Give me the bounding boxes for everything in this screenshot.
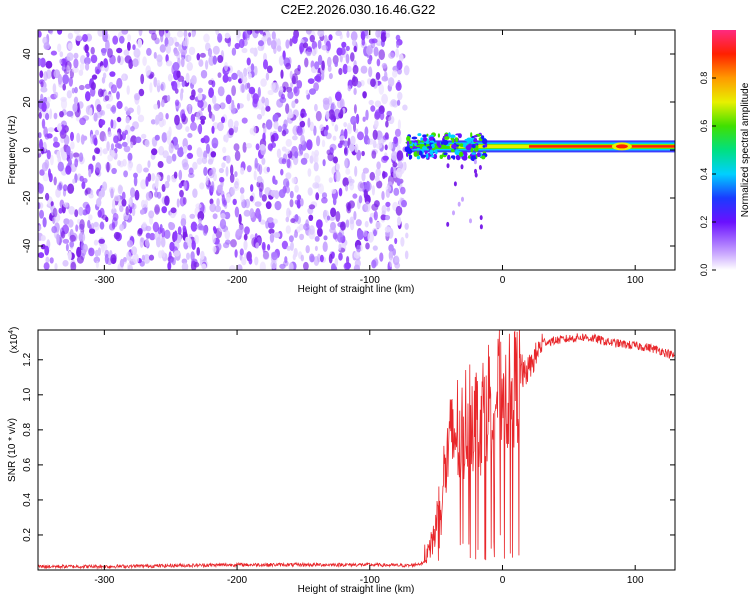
- snr-x-tick-label: -100: [360, 575, 380, 586]
- spectrogram-y-tick-label: -20: [22, 190, 33, 205]
- spectrogram-x-tick-label: 100: [627, 275, 644, 286]
- colorbar-tick-label: 0.6: [699, 120, 709, 133]
- colorbar-gradient: [712, 30, 736, 270]
- spectrogram-x-tick-label: -100: [360, 275, 380, 286]
- spectrogram-x-tick-label: 0: [500, 275, 506, 286]
- spectrogram-signal-band: [404, 132, 675, 230]
- colorbar-tick-label: 0.0: [699, 264, 709, 277]
- snr-y-tick-label: 0.2: [22, 528, 33, 542]
- figure-title: C2E2.2026.030.16.46.G22: [281, 2, 436, 17]
- spectrogram-x-ticks: -300 -200 -100 0 100: [94, 30, 644, 286]
- snr-y-tick-label: 1.2: [22, 352, 33, 366]
- snr-frame: [37, 329, 676, 571]
- snr-series-line: [38, 330, 675, 570]
- snr-x-tick-label: -200: [227, 575, 247, 586]
- spectrogram-y-tick-label: 20: [22, 96, 33, 108]
- snr-multiplier: (x104): [8, 327, 20, 354]
- snr-x-label: Height of straight line (km): [298, 584, 415, 595]
- snr-plot: -300 -200 -100 0 100 0.2 0.4 0.6 0.8 1.0 1.2 Heig…: [7, 327, 676, 595]
- snr-y-tick-label: 1.0: [22, 387, 33, 401]
- spectrogram-y-ticks: -40 -20 0 20 40: [22, 48, 675, 253]
- snr-y-tick-label: 0.8: [22, 422, 33, 436]
- spectrogram-noise-field: [38, 30, 410, 270]
- colorbar: 0.0 0.2 0.4 0.6 0.8 Normalized spectral ampl…: [699, 30, 750, 276]
- snr-y-label: SNR (10 * v/v): [7, 418, 18, 482]
- colorbar-tick-label: 0.2: [699, 216, 709, 229]
- spectrogram-x-tick-label: -200: [227, 275, 247, 286]
- snr-y-tick-label: 0.6: [22, 458, 33, 472]
- snr-x-ticks: -300 -200 -100 0 100: [94, 330, 644, 586]
- colorbar-label: Normalized spectral amplitude: [740, 82, 750, 217]
- snr-x-tick-label: 100: [627, 575, 644, 586]
- snr-y-tick-label: 0.4: [22, 493, 33, 507]
- spectrogram-y-tick-label: -40: [22, 238, 33, 253]
- spectrogram-x-label: Height of straight line (km): [298, 284, 415, 295]
- spectrogram-y-label: Frequency (Hz): [7, 116, 18, 185]
- spectrogram-y-tick-label: 40: [22, 48, 33, 60]
- snr-x-tick-label: 0: [500, 575, 506, 586]
- colorbar-ticks: 0.0 0.2 0.4 0.6 0.8: [699, 72, 716, 277]
- snr-y-ticks: 0.2 0.4 0.6 0.8 1.0 1.2: [22, 352, 675, 542]
- colorbar-tick-label: 0.8: [699, 72, 709, 85]
- snr-x-tick-label: -300: [94, 575, 114, 586]
- spectrogram-x-tick-label: -300: [94, 275, 114, 286]
- colorbar-tick-label: 0.4: [699, 168, 709, 181]
- spectrogram-y-tick-label: 0: [22, 147, 33, 153]
